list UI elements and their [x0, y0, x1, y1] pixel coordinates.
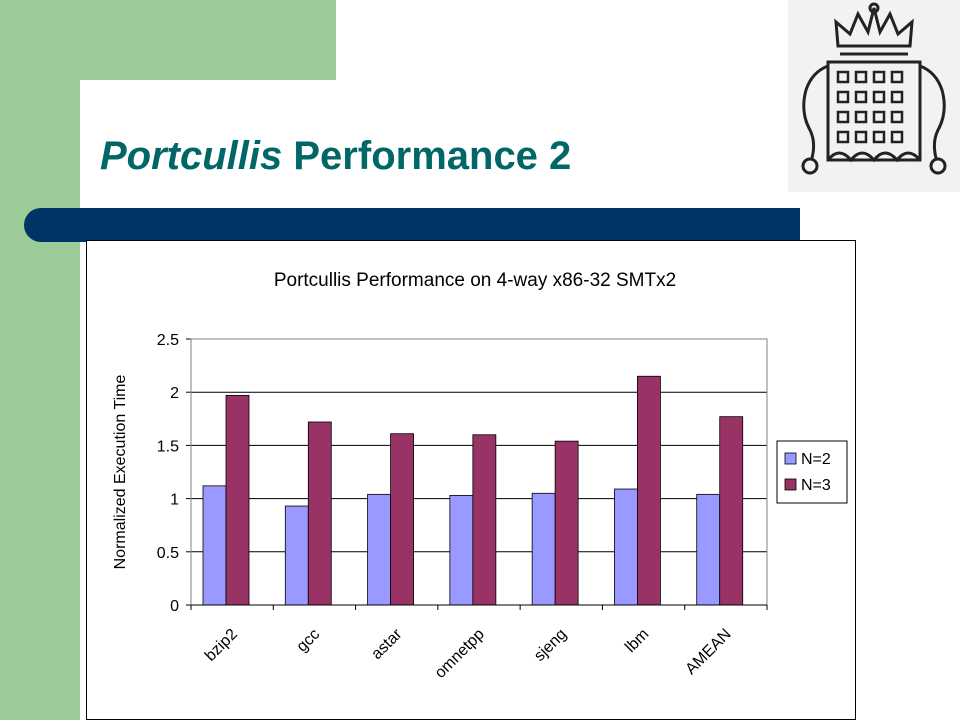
bar-N=3-AMEAN: [719, 416, 744, 606]
slide-title: Portcullis Performance 2: [100, 134, 571, 179]
bar-N=2-AMEAN: [696, 493, 721, 606]
bar-N=2-lbm: [614, 488, 638, 606]
y-tick-label: 1: [170, 492, 179, 509]
category-label: omnetpp: [432, 626, 488, 682]
green-sidebar-band: [0, 0, 80, 720]
portcullis-crest-icon: [788, 0, 960, 192]
bar-N=3-bzip2: [225, 394, 250, 606]
legend-swatch-N=3: [784, 478, 797, 491]
bar-N=2-omnetpp: [449, 495, 474, 606]
bar-chart: Portcullis Performance on 4-way x86-32 S…: [112, 270, 848, 682]
category-label: AMEAN: [682, 626, 734, 678]
y-tick-label: 0: [170, 598, 179, 615]
category-label: sjeng: [531, 626, 570, 665]
bar-N=3-gcc: [307, 421, 332, 606]
y-tick-label: 0.5: [157, 545, 179, 562]
legend-box: [776, 440, 848, 504]
chart-title: Portcullis Performance on 4-way x86-32 S…: [274, 270, 676, 291]
title-rule-bar: [24, 208, 800, 242]
bar-N=2-gcc: [284, 505, 309, 606]
slide-title-italic: Portcullis: [100, 134, 283, 178]
bar-N=3-omnetpp: [472, 434, 497, 606]
bar-N=2-astar: [367, 493, 391, 606]
bar-N=3-lbm: [637, 375, 661, 606]
category-label: astar: [368, 625, 406, 663]
y-tick-label: 2: [170, 385, 179, 402]
category-label: bzip2: [202, 626, 241, 665]
legend-label: N=2: [801, 451, 831, 468]
slide-title-rest: Performance 2: [282, 134, 572, 178]
content-corner-curve: [80, 80, 140, 140]
green-top-band: [80, 0, 336, 80]
y-tick-label: 1.5: [157, 438, 179, 455]
bar-N=3-sjeng: [554, 440, 579, 606]
bar-N=2-bzip2: [202, 485, 227, 606]
y-tick-label: 2.5: [157, 332, 179, 349]
category-label: gcc: [294, 626, 324, 656]
legend-label: N=3: [801, 477, 831, 494]
y-axis-label: Normalized Execution Time: [112, 375, 129, 570]
category-label: lbm: [622, 626, 652, 656]
bar-N=2-sjeng: [531, 492, 556, 606]
bar-N=3-astar: [390, 433, 414, 606]
legend-swatch-N=2: [784, 452, 797, 465]
chart-frame: Portcullis Performance on 4-way x86-32 S…: [86, 240, 856, 720]
